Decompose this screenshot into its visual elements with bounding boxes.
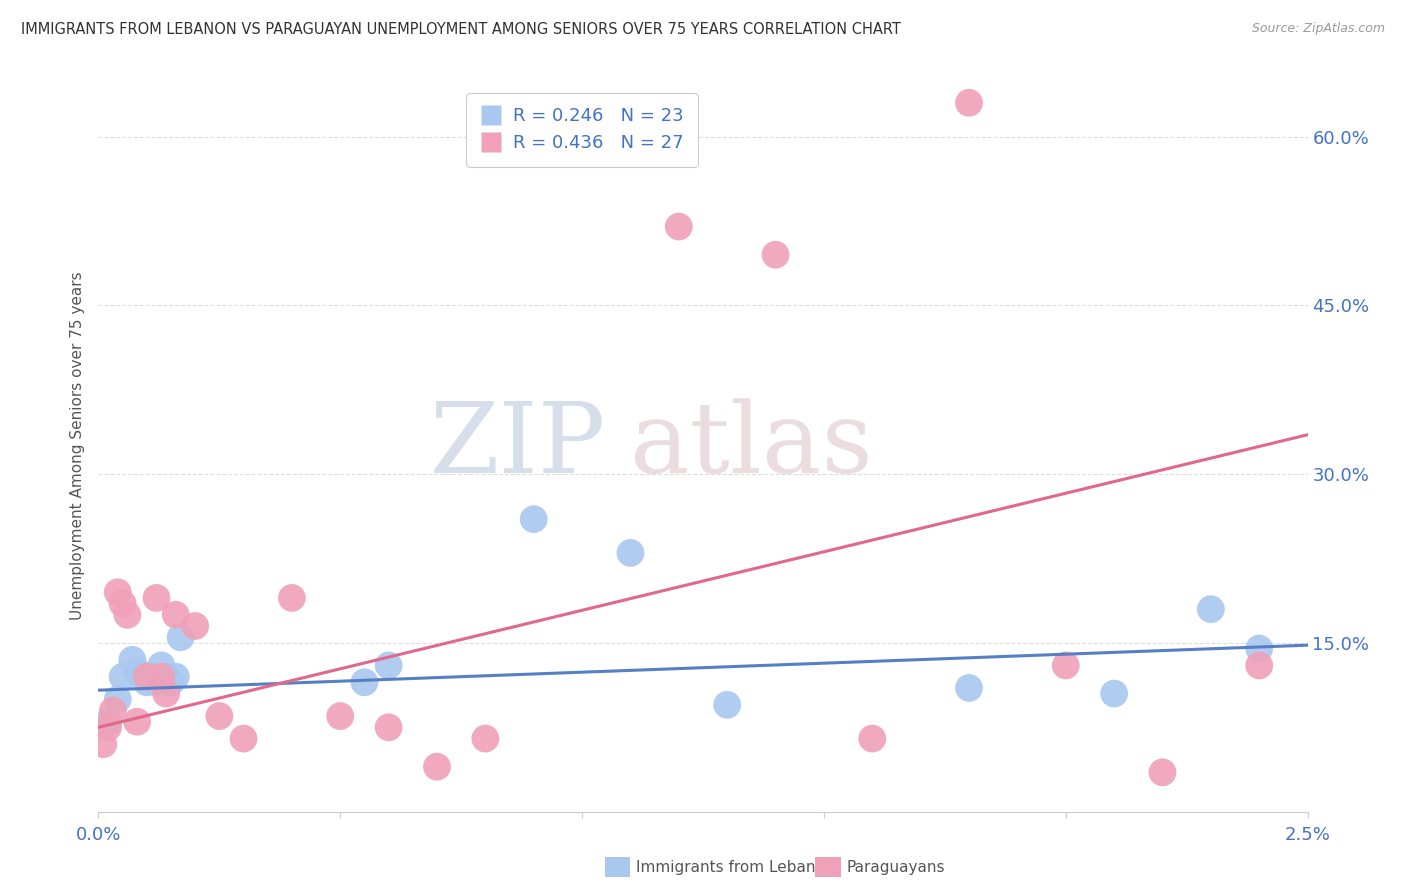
- Point: [121, 653, 143, 667]
- Point: [523, 512, 546, 526]
- Point: [107, 692, 129, 706]
- Point: [281, 591, 304, 605]
- Point: [131, 670, 153, 684]
- Point: [426, 760, 449, 774]
- Point: [377, 658, 399, 673]
- Point: [1249, 658, 1271, 673]
- Point: [377, 720, 399, 734]
- Point: [1054, 658, 1077, 673]
- Point: [145, 675, 167, 690]
- Point: [117, 607, 139, 622]
- Point: [111, 597, 134, 611]
- Text: atlas: atlas: [630, 398, 873, 494]
- Point: [165, 670, 187, 684]
- Point: [184, 619, 207, 633]
- Point: [1199, 602, 1222, 616]
- Point: [101, 703, 124, 717]
- Legend: R = 0.246   N = 23, R = 0.436   N = 27: R = 0.246 N = 23, R = 0.436 N = 27: [465, 93, 699, 167]
- Point: [141, 670, 163, 684]
- Point: [165, 607, 187, 622]
- Text: ZIP: ZIP: [430, 398, 606, 494]
- Point: [860, 731, 883, 746]
- Point: [957, 681, 980, 695]
- Point: [353, 675, 375, 690]
- Point: [1152, 765, 1174, 780]
- Point: [668, 219, 690, 234]
- Point: [155, 687, 177, 701]
- Point: [127, 714, 149, 729]
- Text: Source: ZipAtlas.com: Source: ZipAtlas.com: [1251, 22, 1385, 36]
- Point: [1102, 687, 1125, 701]
- Text: Immigrants from Lebanon: Immigrants from Lebanon: [636, 860, 834, 874]
- Point: [169, 630, 191, 644]
- Point: [91, 737, 114, 751]
- Point: [160, 675, 183, 690]
- Point: [145, 591, 167, 605]
- Point: [150, 670, 173, 684]
- Text: Paraguayans: Paraguayans: [846, 860, 945, 874]
- Y-axis label: Unemployment Among Seniors over 75 years: Unemployment Among Seniors over 75 years: [69, 272, 84, 620]
- Point: [1249, 641, 1271, 656]
- Point: [232, 731, 254, 746]
- Point: [135, 675, 157, 690]
- Point: [97, 714, 120, 729]
- Text: IMMIGRANTS FROM LEBANON VS PARAGUAYAN UNEMPLOYMENT AMONG SENIORS OVER 75 YEARS C: IMMIGRANTS FROM LEBANON VS PARAGUAYAN UN…: [21, 22, 901, 37]
- Point: [716, 698, 738, 712]
- Point: [97, 720, 120, 734]
- Point: [150, 658, 173, 673]
- Point: [135, 670, 157, 684]
- Point: [107, 585, 129, 599]
- Point: [127, 664, 149, 678]
- Point: [329, 709, 352, 723]
- Point: [619, 546, 641, 560]
- Point: [208, 709, 231, 723]
- Point: [111, 670, 134, 684]
- Point: [765, 248, 787, 262]
- Point: [474, 731, 496, 746]
- Point: [957, 95, 980, 110]
- Point: [155, 670, 177, 684]
